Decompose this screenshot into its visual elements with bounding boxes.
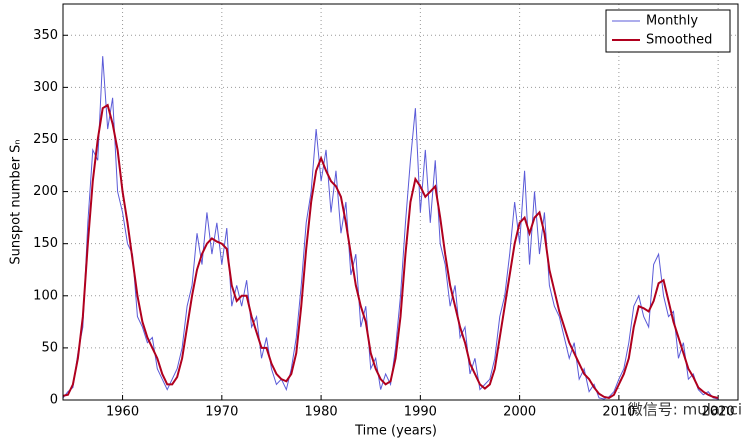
y-tick-label: 200 (33, 184, 58, 199)
x-tick-label: 2010 (602, 405, 635, 420)
y-tick-label: 100 (33, 288, 58, 303)
y-tick-label: 300 (33, 80, 58, 95)
x-tick-label: 1970 (205, 405, 238, 420)
x-tick-label: 1990 (404, 405, 437, 420)
x-tick-label: 1960 (106, 405, 139, 420)
legend: Monthly Smoothed (605, 9, 731, 53)
y-axis-label: Sunspot number Sₙ (9, 139, 24, 264)
data-line (62, 103, 719, 399)
legend-box (605, 9, 731, 53)
x-axis-label: Time (years) (354, 424, 437, 439)
x-tick-label: 2000 (503, 405, 536, 420)
legend-label: Smoothed (646, 33, 712, 48)
y-tick-label: 250 (33, 132, 58, 147)
legend-label: Monthly (646, 14, 698, 29)
watermark: 微信号: mulanci (628, 401, 742, 419)
y-tick-label: 50 (41, 340, 58, 355)
y-tick-label: 150 (33, 236, 58, 251)
x-tick-label: 1980 (305, 405, 338, 420)
x-tick-label: 2020 (702, 405, 735, 420)
y-tick-label: 0 (50, 393, 58, 408)
y-tick-label: 350 (33, 28, 58, 43)
plot-frame (62, 3, 739, 401)
